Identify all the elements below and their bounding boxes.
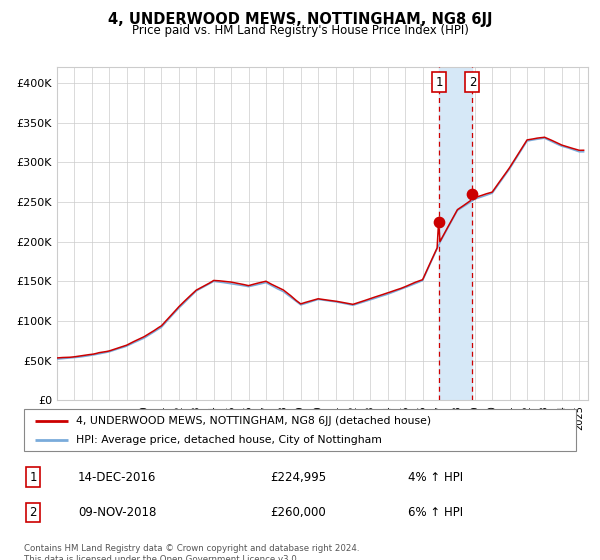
Text: 6% ↑ HPI: 6% ↑ HPI bbox=[408, 506, 463, 519]
Point bbox=[434, 217, 444, 226]
Text: 2: 2 bbox=[29, 506, 37, 519]
Text: 14-DEC-2016: 14-DEC-2016 bbox=[78, 470, 157, 484]
Text: Price paid vs. HM Land Registry's House Price Index (HPI): Price paid vs. HM Land Registry's House … bbox=[131, 24, 469, 36]
Text: £260,000: £260,000 bbox=[270, 506, 326, 519]
Bar bbox=[439, 67, 472, 400]
Text: 2: 2 bbox=[469, 76, 476, 88]
Text: 1: 1 bbox=[436, 76, 443, 88]
Text: 09-NOV-2018: 09-NOV-2018 bbox=[78, 506, 157, 519]
Point bbox=[467, 190, 477, 199]
Text: 4% ↑ HPI: 4% ↑ HPI bbox=[408, 470, 463, 484]
Text: 4, UNDERWOOD MEWS, NOTTINGHAM, NG8 6JJ (detached house): 4, UNDERWOOD MEWS, NOTTINGHAM, NG8 6JJ (… bbox=[76, 416, 431, 426]
Text: HPI: Average price, detached house, City of Nottingham: HPI: Average price, detached house, City… bbox=[76, 435, 382, 445]
Text: 4, UNDERWOOD MEWS, NOTTINGHAM, NG8 6JJ: 4, UNDERWOOD MEWS, NOTTINGHAM, NG8 6JJ bbox=[108, 12, 492, 27]
Text: 1: 1 bbox=[29, 470, 37, 484]
Text: £224,995: £224,995 bbox=[270, 470, 326, 484]
FancyBboxPatch shape bbox=[24, 409, 576, 451]
Text: Contains HM Land Registry data © Crown copyright and database right 2024.
This d: Contains HM Land Registry data © Crown c… bbox=[24, 544, 359, 560]
